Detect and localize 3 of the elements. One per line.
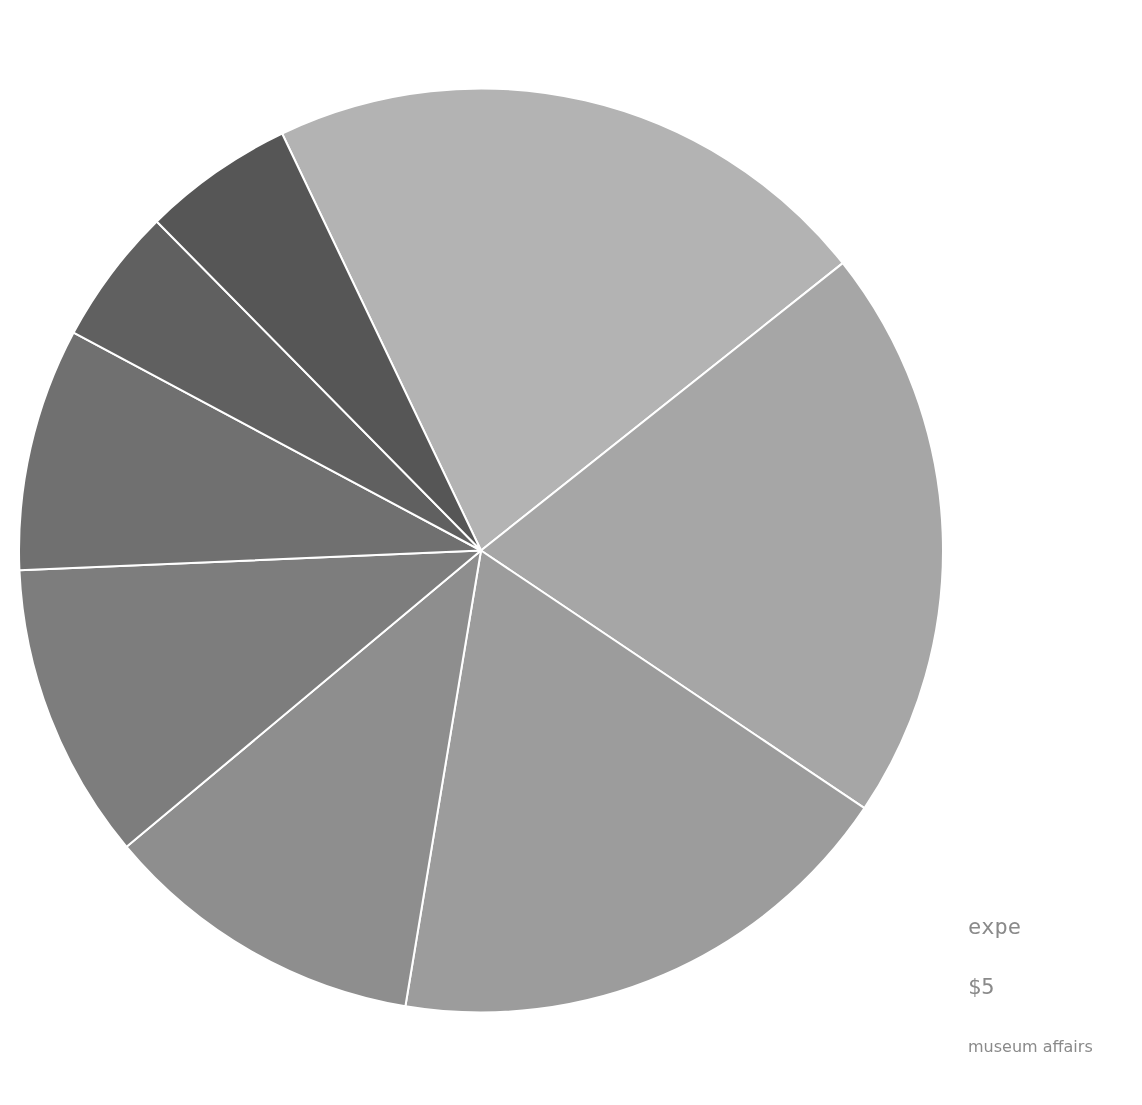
text: $5 bbox=[968, 973, 995, 999]
text: museum affairs bbox=[968, 1037, 1093, 1057]
text: expe bbox=[968, 913, 1021, 939]
